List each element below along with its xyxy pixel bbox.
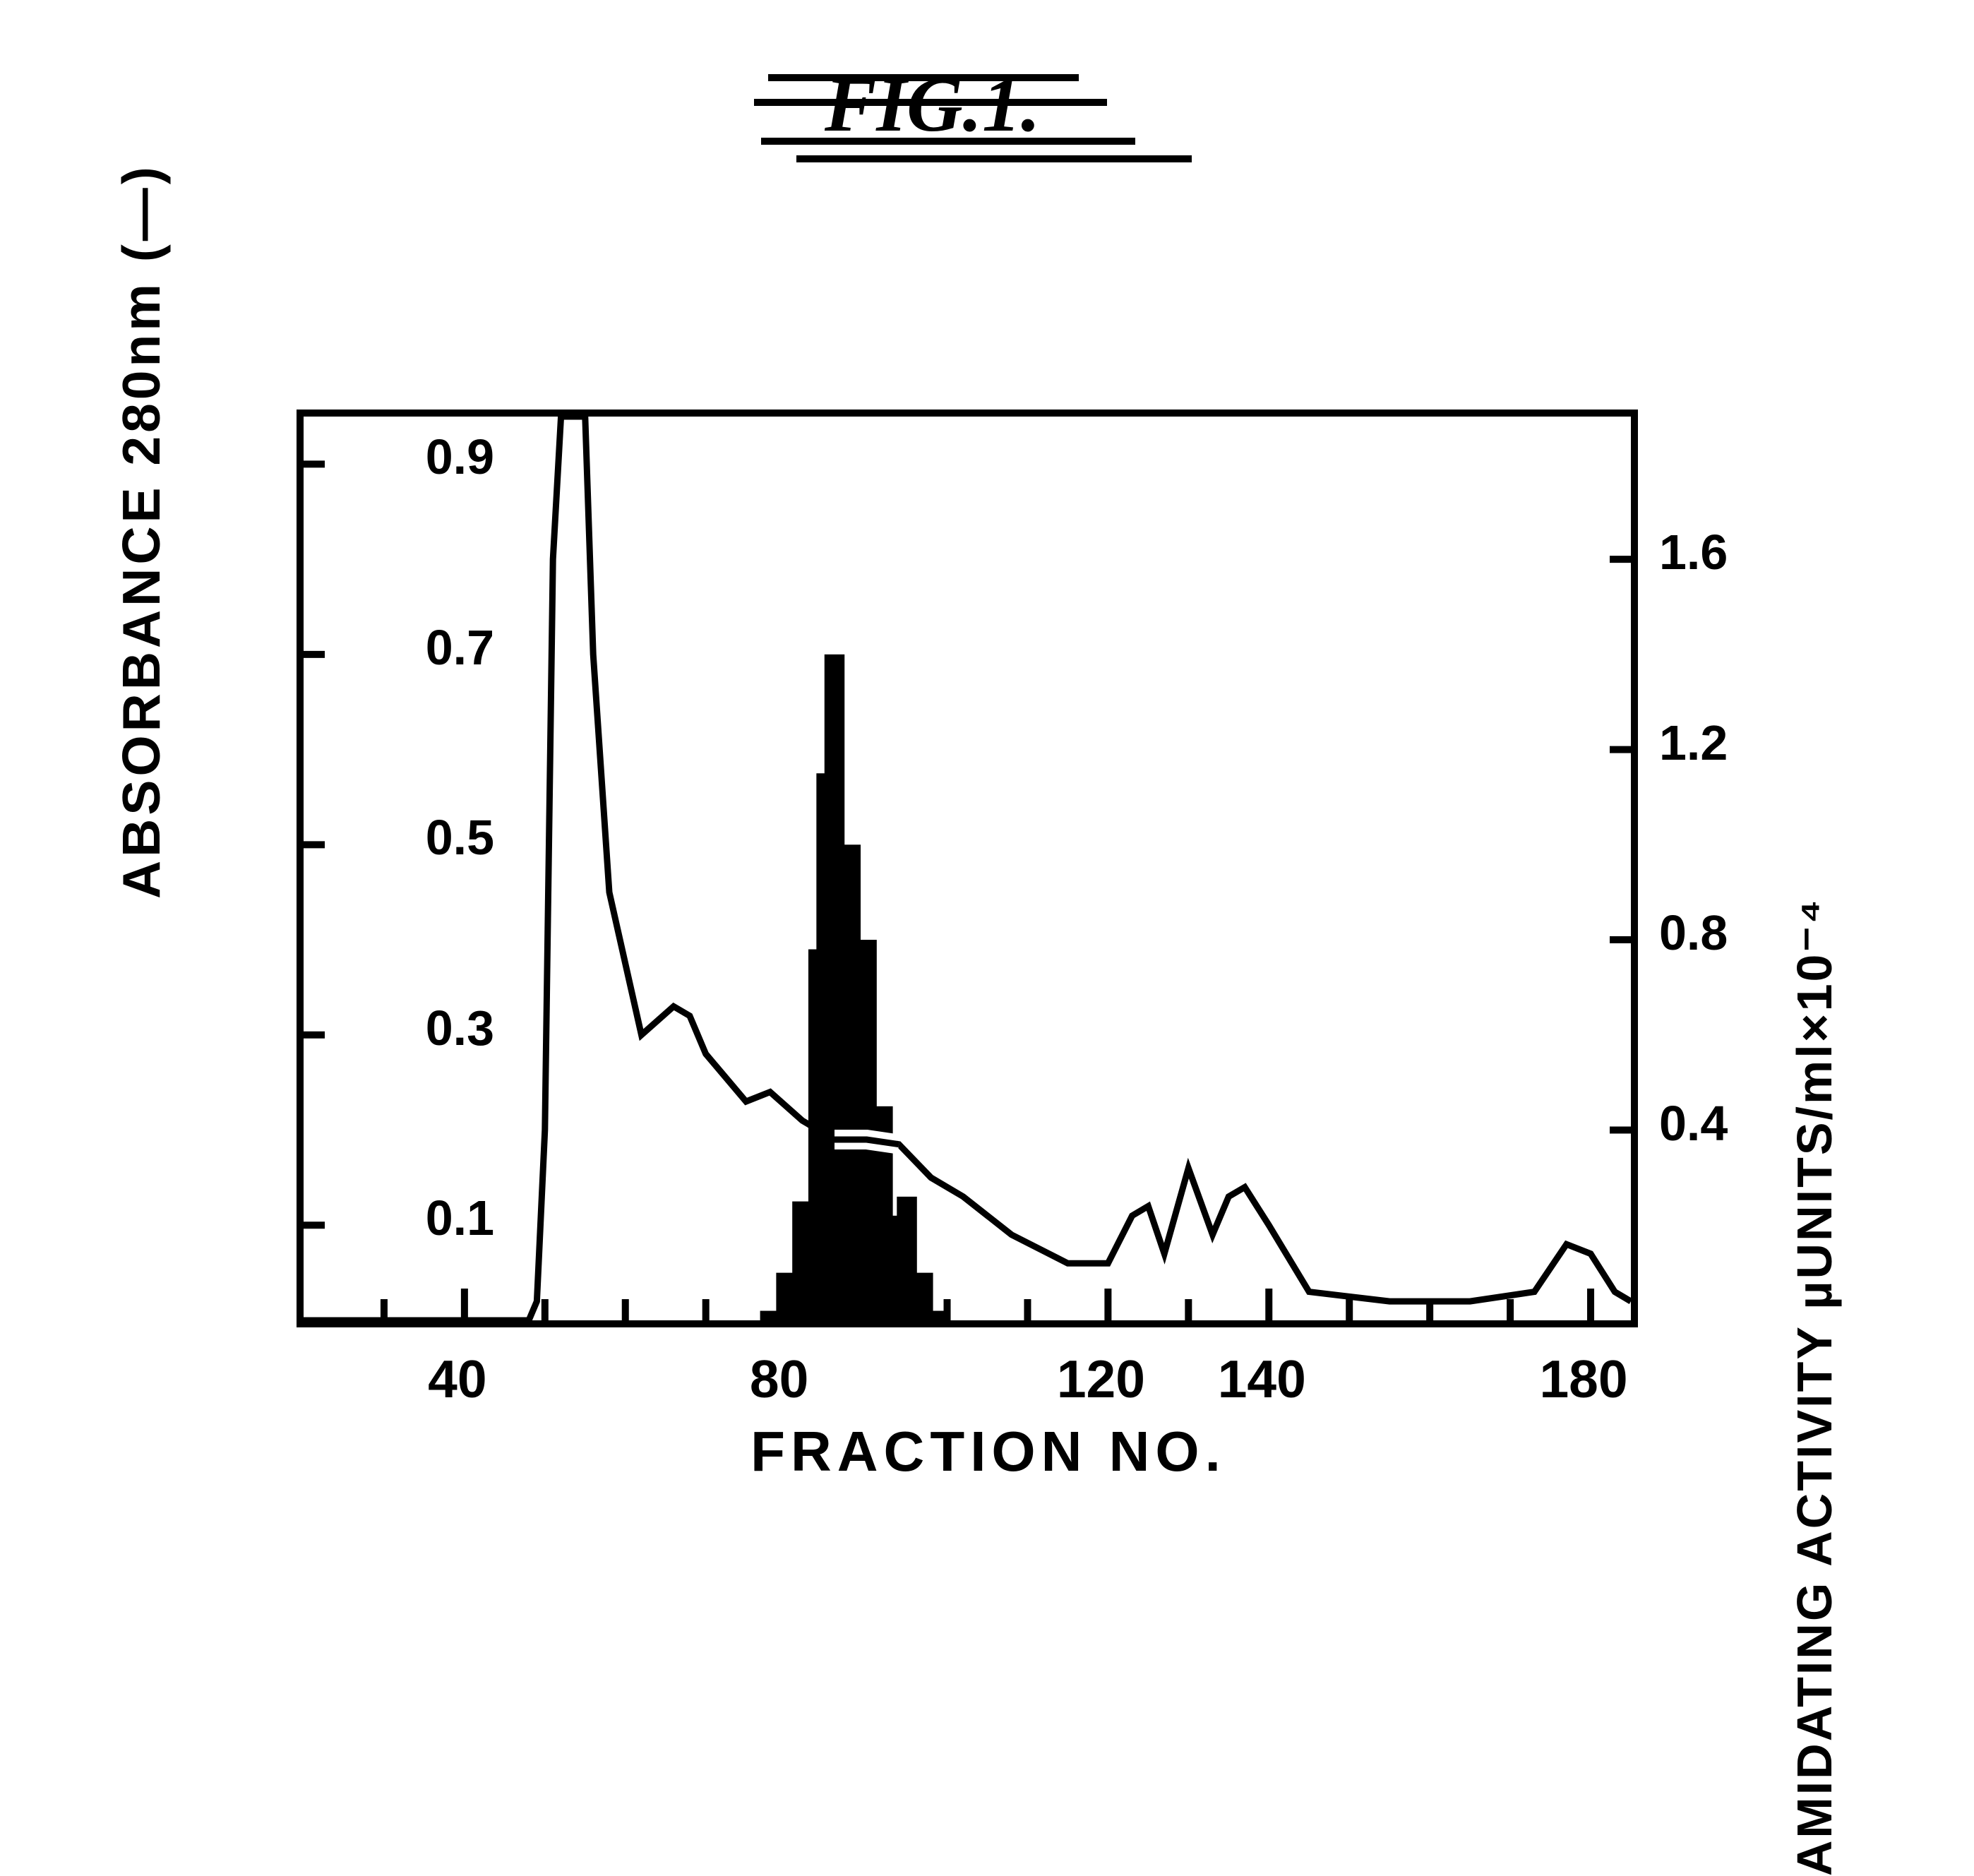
y-left-tick-label: 0.9 xyxy=(426,429,494,485)
chart-container: ABSORBANCE 280nm (—) AMIDATING ACTIVITY … xyxy=(212,410,1765,1454)
y-left-tick-label: 0.3 xyxy=(426,1000,494,1056)
y-left-tick-label: 0.7 xyxy=(426,619,494,676)
y-right-tick-label: 0.8 xyxy=(1659,904,1728,961)
line-series xyxy=(304,417,1631,1320)
x-tick-label: 80 xyxy=(750,1349,808,1409)
bar-series xyxy=(760,655,950,1320)
y-right-tick-label: 1.6 xyxy=(1659,524,1728,580)
x-tick-label: 180 xyxy=(1539,1349,1627,1409)
y-right-tick-label: 1.2 xyxy=(1659,715,1728,771)
y-left-tick-label: 0.5 xyxy=(426,809,494,866)
figure-title-decoration: FIG.1. xyxy=(740,42,1234,169)
x-tick-label: 120 xyxy=(1057,1349,1145,1409)
ticks-right xyxy=(1610,559,1631,1130)
figure-title-text: FIG.1. xyxy=(824,61,1041,148)
x-axis-label: FRACTION NO. xyxy=(750,1419,1226,1484)
y-left-tick-label: 0.1 xyxy=(426,1190,494,1246)
y-right-tick-label: 0.4 xyxy=(1659,1095,1728,1152)
y-axis-right-label: AMIDATING ACTIVITY µUNITS/ml×10⁻⁴ xyxy=(1785,897,1843,1876)
plot-area xyxy=(297,410,1638,1327)
ticks-left xyxy=(304,464,325,1225)
x-tick-label: 40 xyxy=(428,1349,486,1409)
y-axis-left-label: ABSORBANCE 280nm (—) xyxy=(111,163,172,899)
chart-svg xyxy=(304,417,1631,1320)
x-tick-label: 140 xyxy=(1218,1349,1306,1409)
